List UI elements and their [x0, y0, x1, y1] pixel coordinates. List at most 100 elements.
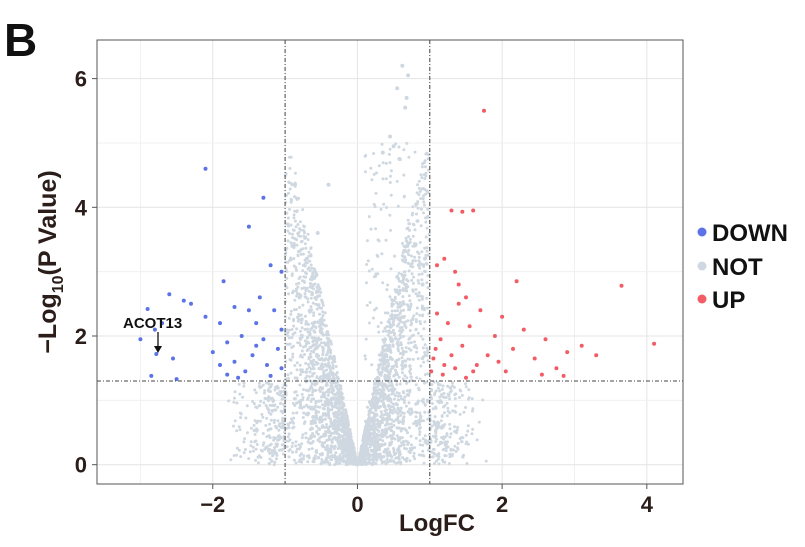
cloud-point [343, 411, 347, 415]
cloud-point [320, 300, 324, 304]
point-up [579, 343, 584, 348]
cloud-point [374, 272, 378, 276]
cloud-point [439, 419, 443, 423]
cloud-point [470, 397, 474, 401]
cloud-point [375, 390, 379, 394]
cloud-point [367, 457, 371, 461]
cloud-point [437, 401, 441, 405]
x-axis-label: LogFC [399, 510, 475, 537]
cloud-point [334, 365, 338, 368]
cloud-point [299, 234, 303, 238]
point-up [464, 295, 468, 300]
cloud-point [321, 374, 325, 378]
cloud-point [289, 155, 293, 159]
cloud-point [314, 289, 318, 293]
cloud-point [367, 269, 371, 273]
not-significant-point-cloud [227, 141, 488, 467]
cloud-point [270, 454, 274, 458]
cloud-point [432, 452, 436, 456]
cloud-point [426, 253, 430, 257]
cloud-point [425, 296, 429, 300]
cloud-point [233, 390, 237, 394]
cloud-point [445, 414, 449, 418]
cloud-point [365, 303, 369, 307]
cloud-point [297, 443, 301, 447]
cloud-point [286, 222, 290, 226]
cloud-point [405, 459, 408, 463]
legend: DOWN NOT UP [697, 220, 788, 314]
cloud-point [424, 220, 428, 224]
cloud-point [331, 387, 335, 391]
cloud-point [309, 310, 313, 314]
cloud-point [394, 368, 397, 372]
cloud-point [340, 392, 344, 396]
cloud-point [298, 454, 302, 457]
cloud-point [299, 373, 302, 377]
cloud-point [285, 286, 289, 290]
cloud-point [379, 455, 383, 458]
cloud-point [295, 294, 299, 298]
cloud-point [363, 451, 367, 455]
cloud-point [433, 415, 437, 419]
cloud-point [407, 155, 411, 159]
cloud-point [299, 399, 303, 402]
point-down [261, 337, 266, 342]
cloud-point [370, 178, 374, 182]
cloud-point [400, 411, 404, 415]
cloud-point [380, 142, 384, 146]
cloud-point [314, 409, 318, 413]
cloud-point [458, 412, 462, 416]
cloud-point [238, 392, 242, 396]
cloud-point [359, 455, 362, 459]
cloud-point [247, 457, 251, 461]
cloud-point [268, 422, 272, 426]
cloud-point [381, 177, 385, 181]
cloud-point [287, 292, 290, 296]
cloud-point [287, 426, 291, 430]
cloud-point [403, 363, 407, 367]
cloud-point [320, 387, 324, 391]
point-up [471, 208, 476, 213]
cloud-point [351, 461, 355, 465]
cloud-point [418, 443, 422, 447]
cloud-point [397, 426, 401, 430]
cloud-point [385, 435, 389, 439]
cloud-point [416, 294, 420, 298]
cloud-point [287, 439, 291, 443]
cloud-point [415, 411, 419, 415]
cloud-point [306, 335, 310, 339]
cloud-point [368, 301, 372, 304]
cloud-point [305, 272, 308, 276]
point-up [474, 363, 479, 367]
cloud-point [404, 439, 408, 443]
point-up [561, 373, 566, 378]
cloud-point [420, 165, 424, 169]
cloud-point [366, 427, 370, 431]
cloud-point [449, 432, 453, 436]
cloud-point [291, 236, 294, 240]
cloud-point [388, 441, 392, 445]
cloud-point [414, 402, 418, 406]
cloud-point [387, 393, 391, 397]
point-up [594, 353, 599, 358]
point-down [221, 279, 226, 284]
cloud-point [422, 211, 425, 215]
cloud-point [312, 458, 316, 462]
cloud-point [437, 421, 441, 425]
cloud-point [399, 413, 403, 417]
cloud-point [275, 451, 278, 455]
cloud-point [295, 368, 299, 372]
cloud-point [401, 361, 404, 365]
cloud-point [347, 441, 351, 445]
y-axis-label-rest: (P Value) [34, 170, 62, 275]
cloud-point [398, 352, 402, 355]
cloud-point [442, 411, 446, 415]
cloud-point [359, 450, 363, 454]
cloud-point [404, 260, 408, 264]
cloud-point [304, 342, 308, 346]
point-down [225, 372, 230, 377]
cloud-point [320, 367, 324, 371]
cloud-point [339, 446, 343, 450]
cloud-point [285, 342, 289, 346]
cloud-point [420, 278, 424, 282]
